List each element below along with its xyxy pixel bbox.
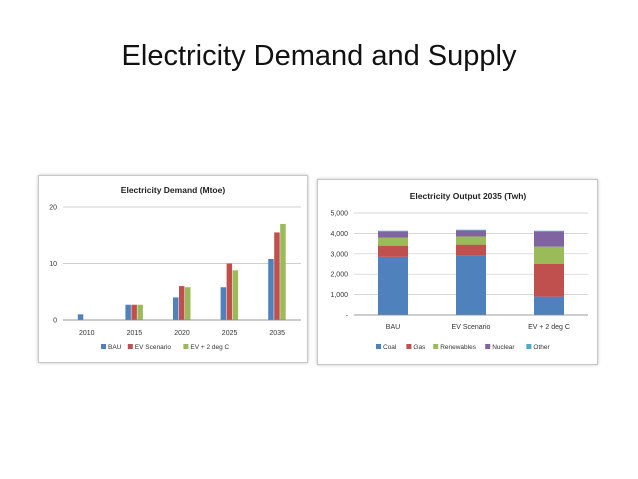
y-tick-label: 3,000 — [330, 251, 348, 258]
legend-label: Coal — [383, 344, 397, 351]
legend-swatch — [526, 344, 532, 349]
legend-label: EV Scenario — [135, 344, 172, 351]
stack-segment — [378, 231, 408, 238]
bar — [185, 287, 191, 320]
legend-swatch — [101, 344, 106, 349]
output-chart-panel: Electricity Output 2035 (Twh) - 1,000 2,000… — [317, 179, 598, 365]
legend-swatch — [127, 344, 133, 349]
x-tick-label: 2025 — [222, 330, 238, 337]
y-tick-label: 1,000 — [330, 292, 348, 299]
demand-chart: Electricity Demand (Mtoe) 0 10 20 2010 2015 20… — [49, 185, 301, 351]
bar — [220, 287, 227, 320]
legend-swatch — [433, 344, 439, 349]
x-tick-label: EV Scenario — [452, 324, 491, 331]
stack-segment — [456, 244, 486, 256]
bar — [232, 270, 239, 320]
stack-segment — [456, 255, 486, 315]
bar — [274, 232, 280, 320]
stack-segment — [534, 246, 564, 264]
y-tick-label: 4,000 — [330, 231, 348, 238]
chart-title: Electricity Demand (Mtoe) — [121, 185, 226, 195]
stack-segment — [456, 230, 486, 237]
legend-swatch — [376, 344, 381, 349]
legend-label: BAU — [108, 344, 122, 351]
legend-label: EV + 2 deg C — [190, 344, 229, 351]
y-tick-label: - — [346, 313, 349, 320]
y-tick-label: 2,000 — [330, 272, 348, 279]
legend-swatch — [183, 344, 189, 349]
chart-title: Electricity Output 2035 (Twh) — [410, 191, 527, 201]
bar — [268, 258, 274, 320]
stack-segment — [378, 230, 408, 232]
stack-segment — [534, 230, 564, 232]
stack-segment — [534, 264, 564, 297]
bar — [226, 263, 233, 320]
legend-label: Renewables — [440, 344, 477, 351]
slide-title: Electricity Demand and Supply — [121, 40, 517, 72]
bar — [179, 286, 185, 320]
stack-segment — [534, 296, 564, 315]
y-tick-label: 5,000 — [330, 211, 348, 218]
output-chart: Electricity Output 2035 (Twh) - 1,000 2,000… — [330, 191, 588, 351]
stack-segment — [378, 245, 408, 257]
x-tick-label: EV + 2 deg C — [528, 324, 570, 331]
legend-label: Nuclear — [492, 344, 515, 351]
legend-swatch — [406, 344, 412, 349]
stack-segment — [456, 229, 486, 231]
bar — [77, 314, 84, 320]
legend-label: Gas — [413, 344, 426, 351]
bar — [125, 304, 131, 320]
x-tick-label: 2035 — [269, 330, 285, 337]
bar — [173, 297, 179, 320]
x-tick-label: 2015 — [127, 330, 143, 337]
bar — [280, 223, 286, 320]
demand-chart-panel: Electricity Demand (Mtoe) 0 10 20 2010 2015 20… — [38, 175, 308, 363]
stack-segment — [378, 237, 408, 246]
legend-swatch — [485, 344, 491, 349]
stack-segment — [378, 256, 408, 315]
x-tick-label: 2020 — [174, 330, 190, 337]
stack-segment — [534, 231, 564, 247]
x-tick-label: BAU — [386, 324, 400, 331]
stack-segment — [456, 236, 486, 245]
legend-label: Other — [533, 344, 550, 351]
y-tick-label: 0 — [53, 318, 57, 325]
x-tick-label: 2010 — [79, 330, 95, 337]
bar — [131, 304, 137, 320]
bar — [137, 304, 143, 320]
y-tick-label: 10 — [49, 261, 57, 268]
y-tick-label: 20 — [49, 205, 57, 212]
